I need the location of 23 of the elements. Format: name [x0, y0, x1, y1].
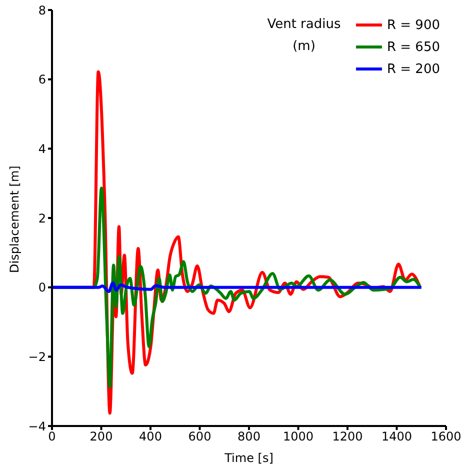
x-tick-label: 1600 [430, 430, 462, 444]
x-tick-label: 1000 [282, 430, 314, 444]
y-tick-label: 6 [38, 72, 46, 87]
legend-label: R = 900 [386, 18, 440, 32]
x-tick-label: 1400 [381, 430, 412, 444]
y-tick-label: −4 [28, 419, 46, 434]
y-tick-label: 4 [38, 142, 46, 156]
legend-label: R = 650 [386, 40, 440, 54]
y-tick-label: 8 [38, 3, 46, 18]
legend-title: Vent radius (m) [266, 16, 342, 56]
x-tick-label: 800 [238, 430, 260, 444]
x-tick-label: 0 [48, 430, 56, 444]
x-tick-label: 200 [90, 430, 113, 444]
y-axis-title: Displacement [m] [7, 166, 22, 273]
y-tick-label: 0 [38, 280, 46, 295]
legend-label: R = 200 [386, 62, 440, 76]
x-tick-label: 1200 [332, 430, 363, 444]
x-tick-label: 600 [188, 430, 212, 444]
y-tick-label: 2 [38, 211, 46, 226]
x-axis-title: Time [s] [224, 451, 274, 464]
y-tick-label: −2 [28, 350, 46, 364]
line-series [52, 281, 423, 293]
x-tick-label: 400 [139, 430, 162, 444]
